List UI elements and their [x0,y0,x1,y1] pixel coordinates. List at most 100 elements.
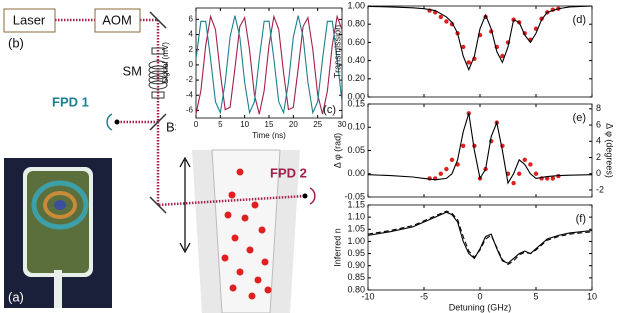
y2-tick-label: 4 [596,136,601,146]
fiber-coil [148,47,168,99]
detector [302,193,308,199]
fpd2-label: FPD 2 [270,165,307,180]
y2-axis-label: Δ φ (degrees) [605,123,615,178]
x-tick-label: 25 [313,120,322,129]
data-point [438,14,443,20]
x-tick-label: -5 [420,291,428,301]
data-point [522,157,527,162]
y-tick-label: 0.00 [347,91,365,101]
data-point [444,166,449,172]
data-point [533,171,539,176]
y-tick-label: 0.85 [347,272,365,282]
data-point [444,19,449,24]
y-tick-label: 0.80 [347,284,365,294]
y-tick-label: 1.15 [347,199,365,209]
y-tick-label: 0.10 [347,122,365,132]
y-tick-label: 0.05 [347,145,365,155]
data-line [367,211,593,264]
fringe [31,180,89,230]
detector [309,187,316,205]
data-line [195,14,343,115]
mirror [149,196,167,214]
y-tick-label: 2 [189,45,194,54]
data-point [461,143,466,149]
data-line [367,210,593,266]
y-tick-label: 0.40 [347,55,365,65]
laser-box [3,8,56,33]
x-tick-label: 30 [338,120,347,129]
panel-label: (a) [8,289,24,304]
y2-tick-label: 8 [596,103,601,113]
x-tick-label: 0 [477,291,482,301]
data-point [545,176,550,181]
y-tick-label: 4 [189,30,194,39]
x-tick-label: 5 [533,291,538,301]
laser-label: Laser [13,12,46,27]
beam [55,18,306,207]
aom-label: AOM [102,12,132,27]
x-tick-label: 10 [587,291,597,301]
fringe [54,200,66,210]
x-axis-label: Detuning (GHz) [449,302,512,312]
y-tick-label: 1.05 [347,224,365,234]
y-tick-label: -6 [186,106,194,115]
data-point [517,171,522,176]
y-tick-label: 0.20 [347,73,365,83]
y-tick-label: 0 [189,60,194,69]
x-tick-label: 10 [240,120,249,129]
y-tick-label: 0.15 [347,98,365,108]
data-point [550,176,555,181]
stem [54,270,62,308]
x-tick-label: 15 [265,120,274,129]
x-tick-label: 0 [194,120,199,129]
y-tick-label: 0.60 [347,37,365,47]
y2-tick-label: -2 [596,184,604,194]
x-axis-label: Time (ns) [252,131,286,140]
y-tick-label: 1.10 [347,212,365,222]
fpd1-label: FPD 1 [52,94,89,109]
detector [114,119,120,125]
x-tick-label: 5 [218,120,223,129]
y-tick-label: 6 [189,14,194,23]
x-tick-label: -10 [361,291,374,301]
y-tick-label: -2 [186,75,194,84]
y-tick-label: 1.00 [347,236,365,246]
y-tick-label: -0.05 [344,191,365,201]
data-point [511,180,516,186]
data-point [461,44,466,50]
data-line [367,5,593,72]
data-point [528,162,533,167]
arrow-heads [179,156,191,254]
y-tick-label: 0.80 [347,19,365,29]
plot-frame [367,5,593,98]
y-axis-label: Signal (mV) [161,42,170,84]
particles [221,168,272,300]
data-line [367,113,593,185]
panel-label: (b) [8,35,24,50]
y-axis-label: Inferred n [332,228,342,267]
y2-tick-label: 2 [596,152,601,162]
y2-tick-label: 0 [596,168,601,178]
data-point [466,60,471,65]
aom-box [94,8,141,33]
y-tick-label: 0.90 [347,260,365,270]
mirror [149,11,167,29]
x-tick-label: 20 [289,120,298,129]
cell-inner [211,149,281,313]
y2-tick-label: 6 [596,119,601,129]
beam-splitter [149,113,167,131]
data-point [438,171,443,176]
y-tick-label: -4 [186,90,194,99]
y-tick-label: 0.95 [347,248,365,258]
panel-label: (d) [573,14,586,26]
sm-label: SM [123,63,143,78]
panel-label: (f) [576,213,586,225]
y-axis-label: Δ φ (rad) [332,133,342,168]
fringe [43,191,77,219]
detector [106,113,113,131]
data-point [449,157,455,162]
y-tick-label: 1.00 [347,0,365,10]
y-axis-label: Transmission [332,25,342,78]
y-tick-label: 0.00 [347,168,365,178]
